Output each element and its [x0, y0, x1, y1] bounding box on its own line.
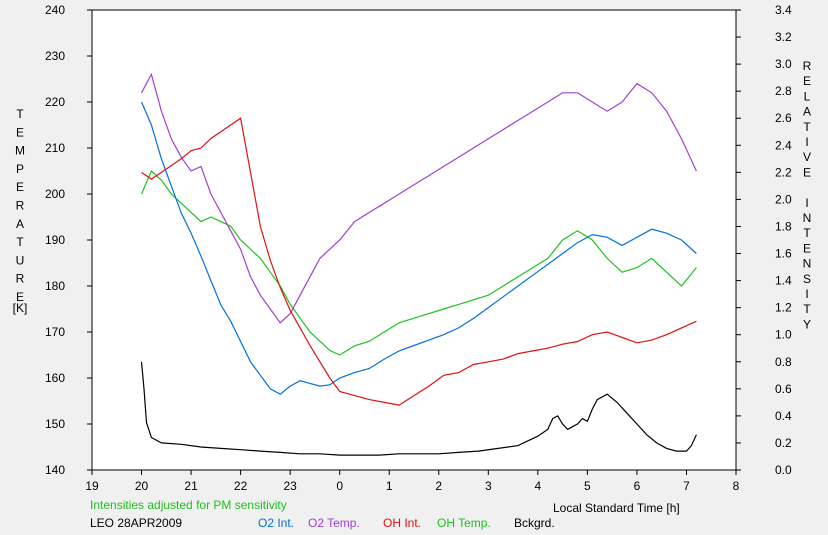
x-tick-label: 2: [435, 479, 442, 493]
y-left-axis-label-letter: E: [16, 180, 24, 194]
y-left-tick-label: 140: [45, 463, 65, 477]
x-tick-label: 22: [234, 479, 248, 493]
y-left-axis-label-letter: P: [16, 162, 24, 176]
y-right-axis-label-letter: R: [803, 59, 812, 73]
plot-area: [91, 9, 737, 471]
y-left-axis-label-letter: R: [16, 199, 25, 213]
y-left-tick-label: 160: [45, 371, 65, 385]
y-left-axis-label-letter: T: [16, 107, 24, 121]
y-right-tick-label: 1.2: [775, 301, 792, 315]
y-right-axis-label-letter: I: [805, 287, 808, 301]
series-layer: [140, 72, 697, 456]
y-right-tick-label: 0.8: [775, 355, 792, 369]
y-left-tick-label: 220: [45, 95, 65, 109]
y-left-axis-label-letter: E: [16, 290, 24, 304]
legend-o2-int: O2 Int.: [258, 516, 295, 530]
y-right-tick-label: 2.0: [775, 192, 792, 206]
series-line-bckgrd: [140, 361, 697, 456]
x-tick-label: 21: [184, 479, 198, 493]
y-right-tick-label: 0.4: [775, 409, 792, 423]
y-right-tick-label: 0.2: [775, 436, 792, 450]
site-date-label: LEO 28APR2009: [90, 516, 183, 530]
y-right-axis-label-letter: N: [803, 257, 812, 271]
y-left-axis-label-letter: M: [15, 144, 25, 158]
y-left-tick-label: 240: [45, 3, 65, 17]
x-tick-label: 20: [135, 479, 149, 493]
y-right-axis-label-letter: V: [803, 150, 811, 164]
y-right-tick-label: 3.2: [775, 30, 792, 44]
y-right-axis-label-letter: I: [805, 135, 808, 149]
series-line-o2-int: [140, 101, 697, 395]
y-right-axis-label-letter: T: [803, 120, 811, 134]
y-left-axis-label-letter: R: [16, 272, 25, 286]
y-left-tick-label: 170: [45, 325, 65, 339]
series-line-oh-int: [141, 117, 697, 406]
y-right-axis-label-letter: E: [803, 74, 811, 88]
x-tick-label: 19: [85, 479, 99, 493]
y-right-axis-label-letter: Y: [803, 317, 811, 331]
y-left-tick-label: 190: [45, 233, 65, 247]
y-left-tick-label: 180: [45, 279, 65, 293]
y-left-tick-label: 230: [45, 49, 65, 63]
x-tick-label: 23: [283, 479, 297, 493]
y-right-tick-label: 1.8: [775, 219, 792, 233]
y-right-tick-label: 2.6: [775, 111, 792, 125]
legend-oh-temp: OH Temp.: [437, 516, 491, 530]
x-tick-label: 8: [733, 479, 740, 493]
x-tick-label: 1: [386, 479, 393, 493]
y-right-tick-label: 1.0: [775, 328, 792, 342]
y-right-tick-label: 1.6: [775, 247, 792, 261]
y-right-axis-label-letter: S: [803, 272, 811, 286]
series-line-o2-temp: [140, 72, 697, 324]
legend-bckgrd: Bckgrd.: [514, 516, 555, 530]
y-right-axis-label-letter: T: [803, 302, 811, 316]
x-tick-label: 0: [336, 479, 343, 493]
y-left-tick-label: 200: [45, 187, 65, 201]
y-left-tick-label: 150: [45, 417, 65, 431]
y-left-axis-label-letter: T: [16, 235, 24, 249]
y-right-tick-label: 3.4: [775, 3, 792, 17]
y-left-tick-label: 210: [45, 141, 65, 155]
y-left-axis-unit: [K]: [13, 301, 28, 315]
y-right-tick-label: 2.8: [775, 84, 792, 98]
y-right-axis-label-letter: I: [805, 196, 808, 210]
y-right-tick-label: 3.0: [775, 57, 792, 71]
axes-layer: 19 20 21 22 23 0 1 2 3 4 5 6 7 8140150160170180190200…: [13, 3, 812, 493]
y-left-axis-label-letter: E: [16, 125, 24, 139]
y-right-axis-label-letter: A: [803, 105, 811, 119]
legend-oh-int: OH Int.: [383, 516, 422, 530]
x-tick-label: 5: [584, 479, 591, 493]
x-axis-label: Local Standard Time [h]: [553, 501, 680, 515]
y-right-tick-label: 0.6: [775, 382, 792, 396]
pm-sensitivity-note: Intensities adjusted for PM sensitivity: [90, 498, 287, 512]
y-right-axis-label-letter: L: [804, 89, 811, 103]
x-tick-label: 4: [535, 479, 542, 493]
y-right-tick-label: 2.2: [775, 165, 792, 179]
y-right-tick-label: 0.0: [775, 463, 792, 477]
y-right-tick-label: 1.4: [775, 274, 792, 288]
y-left-axis-label-letter: A: [16, 217, 24, 231]
x-tick-label: 6: [634, 479, 641, 493]
y-right-axis-label-letter: E: [803, 165, 811, 179]
x-tick-label: 7: [683, 479, 690, 493]
legend-o2-temp: O2 Temp.: [308, 516, 360, 530]
y-right-axis-label-letter: E: [803, 241, 811, 255]
x-tick-label: 3: [485, 479, 492, 493]
y-right-axis-label-letter: N: [803, 211, 812, 225]
y-left-axis-label-letter: U: [16, 253, 25, 267]
y-right-tick-label: 2.4: [775, 138, 792, 152]
y-right-axis-label-letter: T: [803, 226, 811, 240]
